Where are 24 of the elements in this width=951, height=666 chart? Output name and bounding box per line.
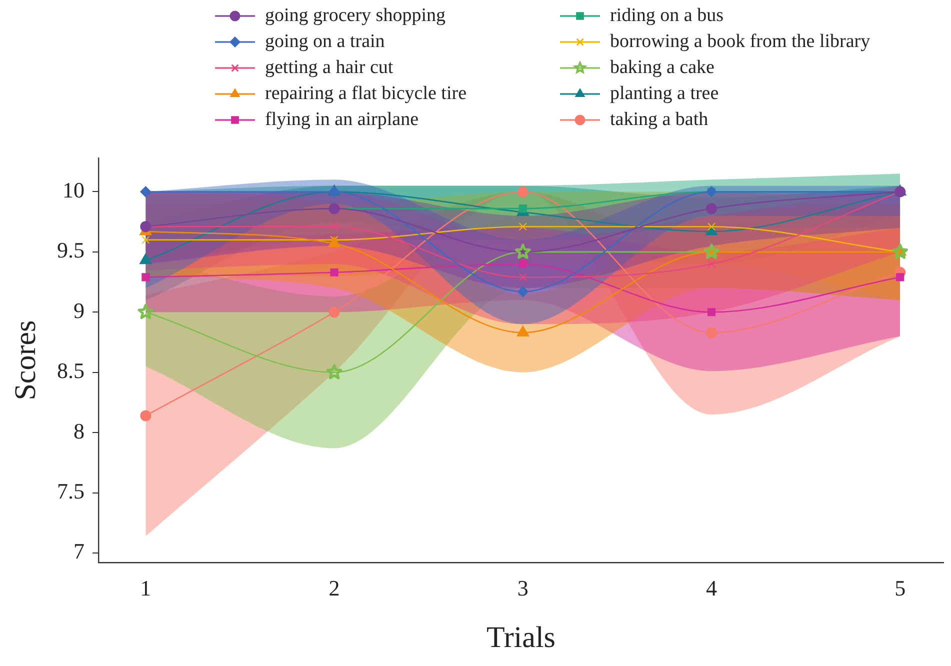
x-tick-label: 2 xyxy=(328,576,340,601)
legend-label: repairing a flat bicycle tire xyxy=(265,83,467,105)
y-tick-label: 10 xyxy=(62,178,84,202)
legend-label: flying in an airplane xyxy=(265,109,419,131)
legend-label: going on a train xyxy=(265,31,385,53)
legend-label: going grocery shopping xyxy=(265,5,446,27)
x-tick-label: 4 xyxy=(706,576,717,601)
legend-label: getting a hair cut xyxy=(265,57,394,79)
y-axis-title: Scores xyxy=(8,320,42,400)
y-tick-label: 8 xyxy=(74,418,84,444)
legend-label: planting a tree xyxy=(610,83,719,105)
y-tick-label: 7.5 xyxy=(57,478,84,504)
legend-label: taking a bath xyxy=(610,109,708,131)
y-tick-label: 9.5 xyxy=(57,238,84,263)
y-tick-label: 9 xyxy=(74,298,84,323)
y-tick-label: 8.5 xyxy=(57,358,84,384)
x-tick-label: 3 xyxy=(517,576,528,601)
legend-label: baking a cake xyxy=(610,57,714,79)
legend-label: borrowing a book from the library xyxy=(610,31,870,53)
x-tick-label: 5 xyxy=(894,576,906,601)
y-tick-label: 7 xyxy=(74,538,84,564)
legend-label: riding on a bus xyxy=(610,5,724,27)
x-axis-title: Trials xyxy=(486,620,556,654)
x-tick-label: 1 xyxy=(140,576,152,601)
